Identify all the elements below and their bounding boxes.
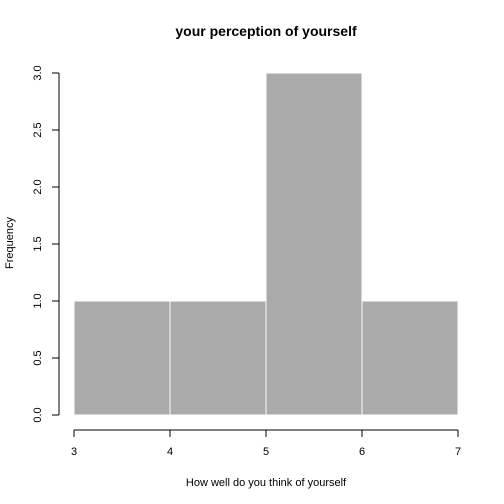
x-axis-label: How well do you think of yourself — [186, 477, 347, 489]
y-tick-label-0.0: 0.0 — [32, 407, 44, 422]
histogram-bar-3 — [265, 72, 363, 416]
x-tick-label-3: 3 — [71, 446, 77, 458]
x-tick-label-5: 5 — [263, 446, 269, 458]
x-tick-label-6: 6 — [359, 446, 365, 458]
x-tick-label-4: 4 — [167, 446, 173, 458]
histogram-bar-4 — [361, 300, 459, 416]
histogram-bar-1 — [73, 300, 171, 416]
y-tick-label-2.5: 2.5 — [32, 122, 44, 137]
y-tick-label-1.0: 1.0 — [32, 293, 44, 308]
y-tick-label-0.5: 0.5 — [32, 350, 44, 365]
x-tick-label-7: 7 — [455, 446, 461, 458]
x-axis: 3 4 5 6 7 — [71, 429, 461, 458]
y-tick-label-1.5: 1.5 — [32, 236, 44, 251]
y-axis-label: Frequency — [4, 217, 16, 269]
y-axis: 0.0 0.5 1.0 1.5 2.0 2.5 3.0 — [32, 65, 60, 423]
histogram-bar-2 — [169, 300, 267, 416]
y-tick-label-3.0: 3.0 — [32, 65, 44, 80]
histogram-bars — [73, 72, 459, 416]
chart-title: your perception of yourself — [175, 23, 357, 39]
y-tick-label-2.0: 2.0 — [32, 179, 44, 194]
